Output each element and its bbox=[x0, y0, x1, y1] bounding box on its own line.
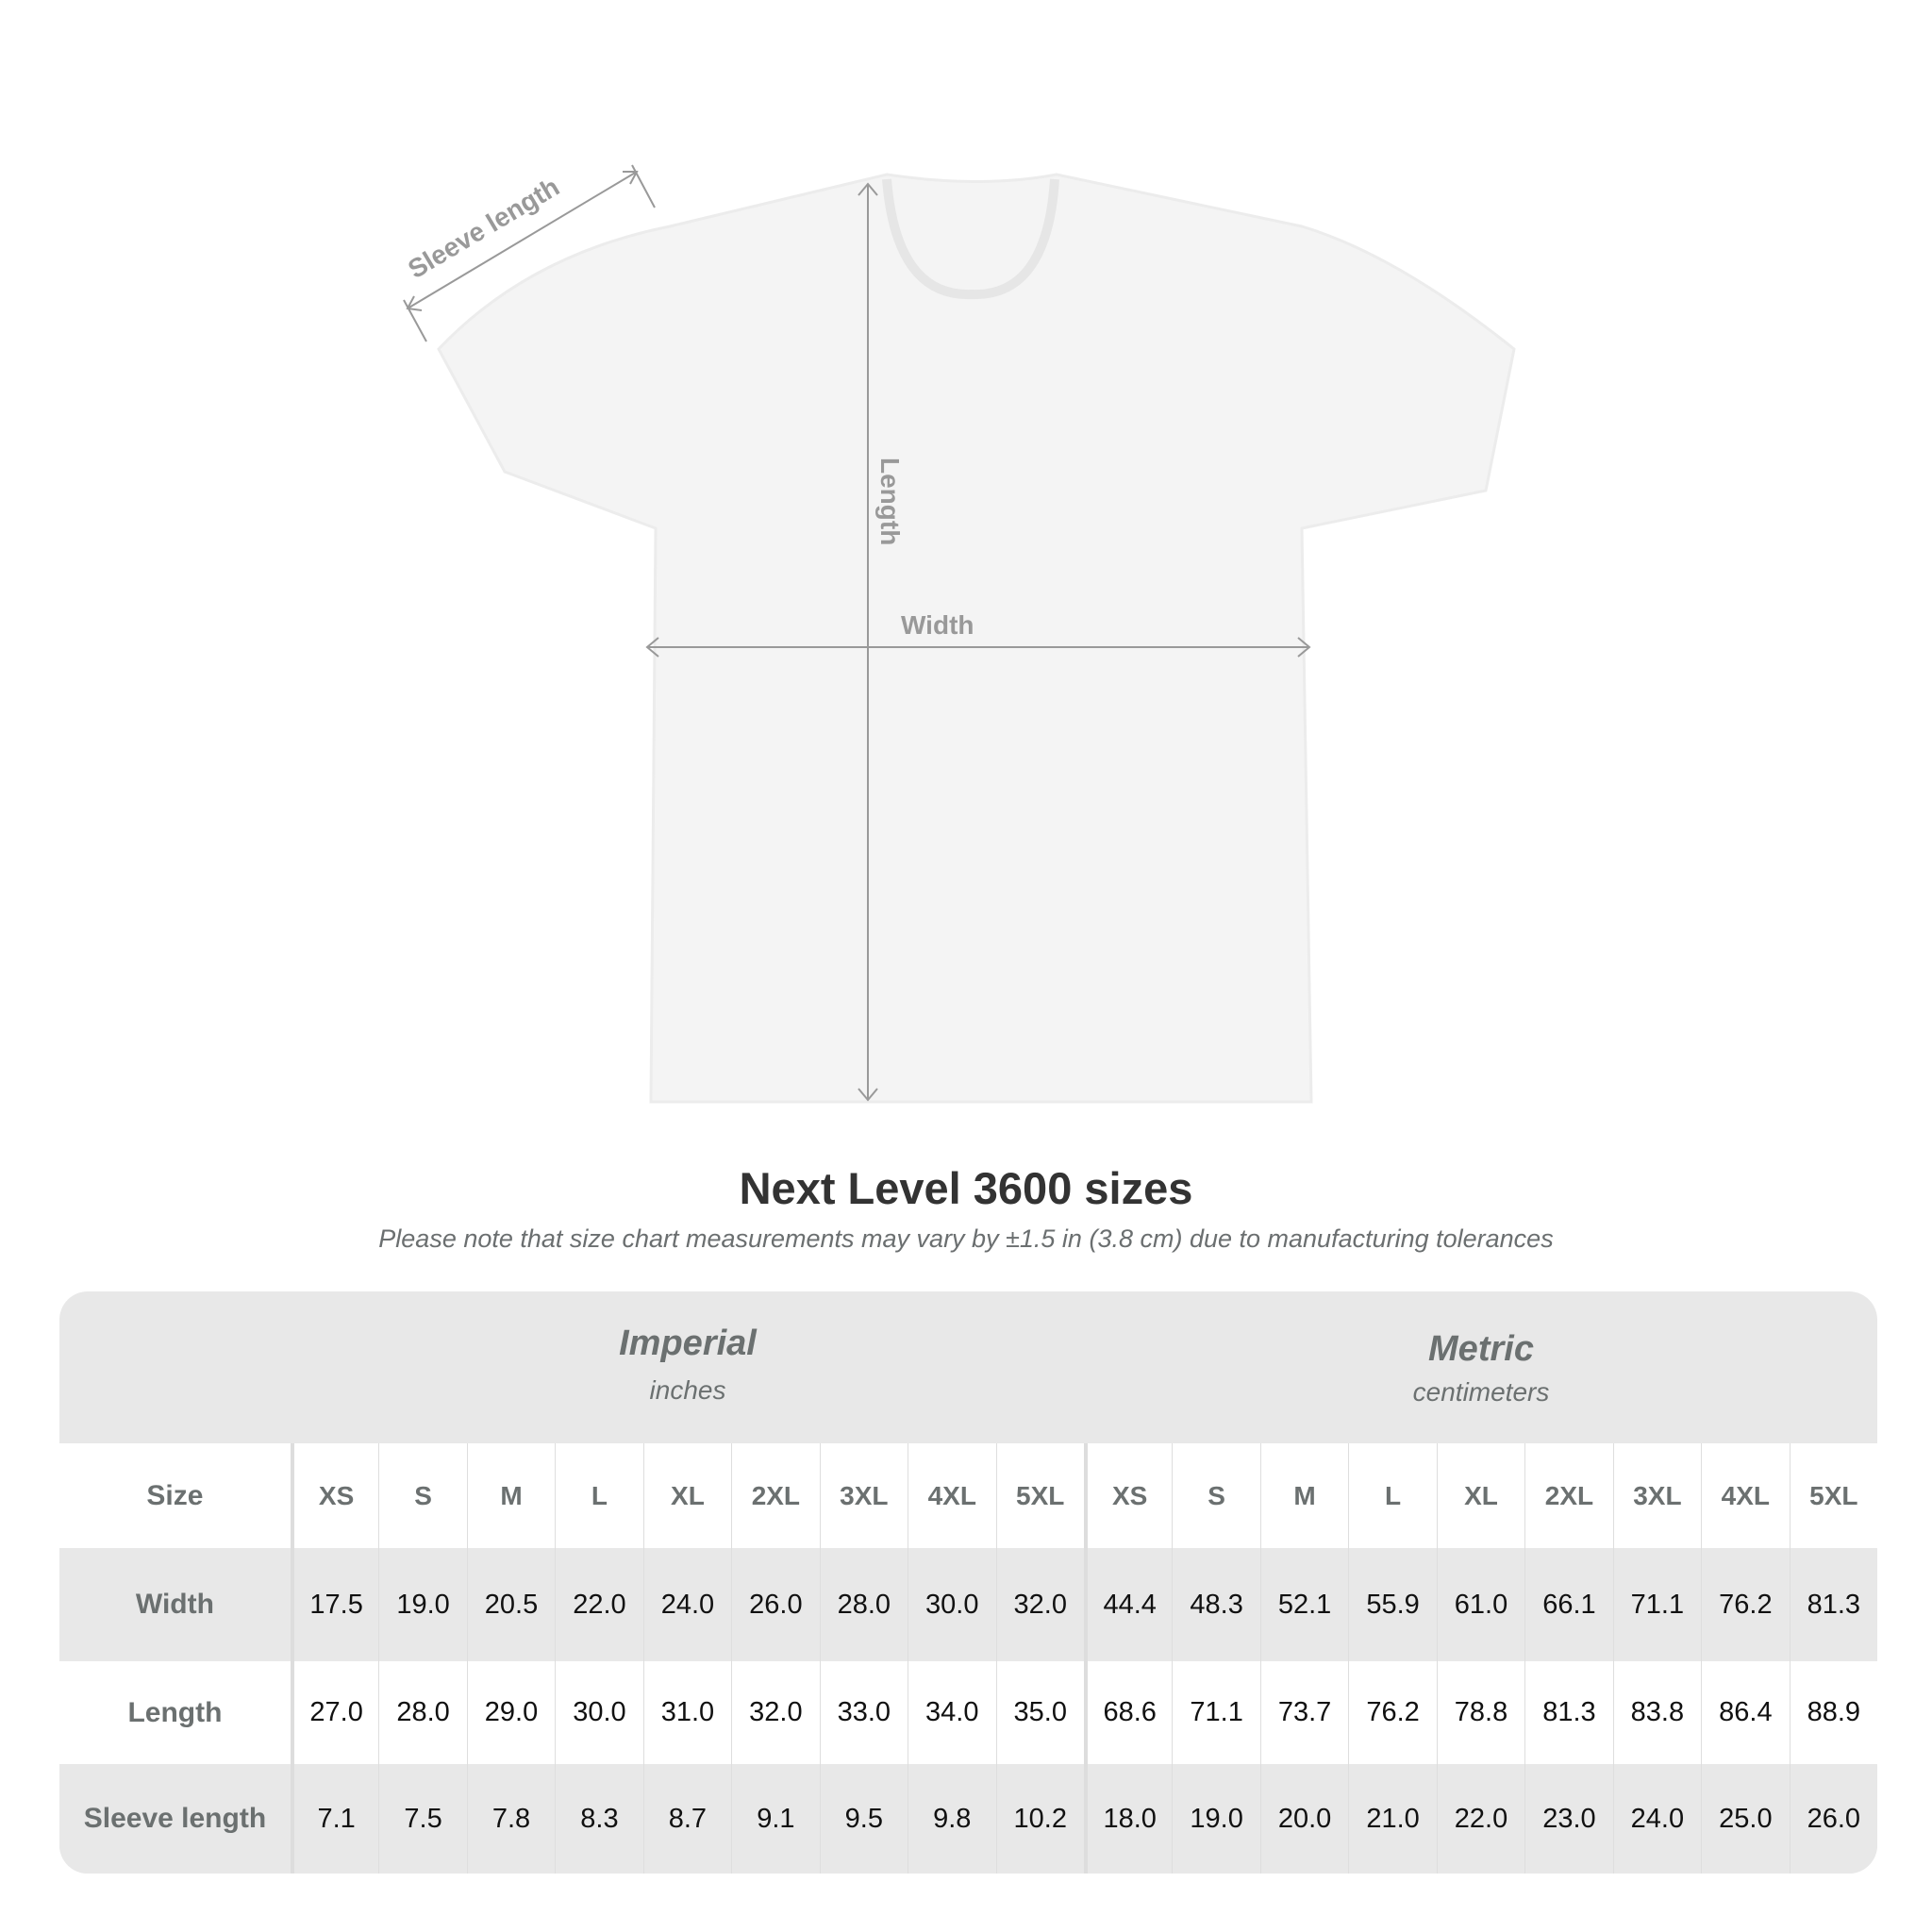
table-cell: 71.1 bbox=[1612, 1548, 1701, 1661]
metric-header: Metric centimeters bbox=[1085, 1291, 1877, 1443]
table-cell: 19.0 bbox=[1172, 1764, 1259, 1874]
metric-unit: centimeters bbox=[1412, 1377, 1550, 1407]
table-cell: 10.2 bbox=[995, 1764, 1084, 1874]
table-cell: 7.8 bbox=[466, 1764, 555, 1874]
table-cell: 18.0 bbox=[1083, 1764, 1172, 1874]
table-cell: 22.0 bbox=[1436, 1764, 1524, 1874]
width-label: Width bbox=[901, 610, 974, 640]
table-cell: 35.0 bbox=[995, 1661, 1084, 1764]
sleeve-label: Sleeve length bbox=[403, 172, 564, 284]
imperial-header: Imperial inches bbox=[291, 1291, 1085, 1443]
table-cell: 5XL bbox=[1789, 1443, 1877, 1548]
table-cell: 29.0 bbox=[466, 1661, 555, 1764]
table-cell: 2XL bbox=[731, 1443, 819, 1548]
table-cell: 2XL bbox=[1524, 1443, 1612, 1548]
width-row: Width 17.5 19.0 20.5 22.0 24.0 26.0 28.0 30.0 32.… bbox=[59, 1548, 1877, 1661]
table-cell: 66.1 bbox=[1524, 1548, 1612, 1661]
table-cell: 78.8 bbox=[1436, 1661, 1524, 1764]
table-cell: 30.0 bbox=[555, 1661, 642, 1764]
table-cell: 4XL bbox=[1701, 1443, 1789, 1548]
table-cell: 76.2 bbox=[1701, 1548, 1789, 1661]
tshirt-shape bbox=[437, 173, 1516, 1104]
table-cell: 68.6 bbox=[1083, 1661, 1172, 1764]
table-cell: 8.3 bbox=[555, 1764, 642, 1874]
table-cell: 86.4 bbox=[1701, 1661, 1789, 1764]
table-cell: L bbox=[1348, 1443, 1436, 1548]
table-cell: 48.3 bbox=[1172, 1548, 1259, 1661]
table-cell: 88.9 bbox=[1789, 1661, 1877, 1764]
table-cell: XL bbox=[1436, 1443, 1524, 1548]
table-cell: M bbox=[466, 1443, 555, 1548]
table-cell: 76.2 bbox=[1348, 1661, 1436, 1764]
size-row: Size XS S M L XL 2XL 3XL 4XL 5XL XS S M L XL 2XL 3XL 4XL 5… bbox=[59, 1443, 1877, 1548]
table-cell: 33.0 bbox=[819, 1661, 908, 1764]
imperial-unit: inches bbox=[649, 1375, 726, 1405]
table-cell: 5XL bbox=[995, 1443, 1084, 1548]
table-cell: S bbox=[1172, 1443, 1259, 1548]
table-cell: 30.0 bbox=[908, 1548, 995, 1661]
table-cell: 9.1 bbox=[731, 1764, 819, 1874]
table-cell: S bbox=[378, 1443, 466, 1548]
table-cell: 61.0 bbox=[1436, 1548, 1524, 1661]
table-cell: 73.7 bbox=[1259, 1661, 1348, 1764]
table-cell: 31.0 bbox=[642, 1661, 731, 1764]
table-cell: 81.3 bbox=[1524, 1661, 1612, 1764]
table-cell: 3XL bbox=[1612, 1443, 1701, 1548]
size-table: Imperial inches Metric centimeters Size X… bbox=[59, 1291, 1877, 1874]
row-label: Width bbox=[135, 1589, 214, 1620]
table-cell: 27.0 bbox=[290, 1661, 378, 1764]
length-label: Length bbox=[875, 458, 905, 545]
table-cell: 4XL bbox=[908, 1443, 995, 1548]
table-cell: 8.7 bbox=[642, 1764, 731, 1874]
tshirt-diagram: Sleeve length Length Width bbox=[403, 164, 1516, 1104]
table-cell: M bbox=[1259, 1443, 1348, 1548]
table-cell: 26.0 bbox=[731, 1548, 819, 1661]
table-cell: 32.0 bbox=[731, 1661, 819, 1764]
table-cell: 24.0 bbox=[642, 1548, 731, 1661]
table-cell: 21.0 bbox=[1348, 1764, 1436, 1874]
table-cell: 7.5 bbox=[378, 1764, 466, 1874]
table-cell: 55.9 bbox=[1348, 1548, 1436, 1661]
table-cell: 7.1 bbox=[290, 1764, 378, 1874]
row-label: Size bbox=[146, 1479, 204, 1511]
table-cell: 83.8 bbox=[1612, 1661, 1701, 1764]
metric-title: Metric bbox=[1428, 1329, 1534, 1369]
row-label: Length bbox=[127, 1696, 223, 1728]
table-cell: XL bbox=[642, 1443, 731, 1548]
table-cell: 28.0 bbox=[819, 1548, 908, 1661]
page-title: Next Level 3600 sizes bbox=[739, 1163, 1193, 1213]
length-row: Length 27.0 28.0 29.0 30.0 31.0 32.0 33.0 34.0 35… bbox=[59, 1661, 1877, 1764]
table-cell: 3XL bbox=[819, 1443, 908, 1548]
row-label: Sleeve length bbox=[83, 1803, 267, 1834]
tolerance-note: Please note that size chart measurements… bbox=[378, 1224, 1554, 1253]
table-cell: XS bbox=[1083, 1443, 1172, 1548]
table-cell: 23.0 bbox=[1524, 1764, 1612, 1874]
table-cell: 26.0 bbox=[1789, 1764, 1877, 1874]
table-cell: XS bbox=[290, 1443, 378, 1548]
tshirt-collar bbox=[882, 178, 1059, 300]
table-cell: 28.0 bbox=[378, 1661, 466, 1764]
table-cell: 81.3 bbox=[1789, 1548, 1877, 1661]
table-cell: 22.0 bbox=[555, 1548, 642, 1661]
table-cell: 32.0 bbox=[995, 1548, 1084, 1661]
table-cell: 25.0 bbox=[1701, 1764, 1789, 1874]
table-cell: 9.5 bbox=[819, 1764, 908, 1874]
table-cell: 9.8 bbox=[908, 1764, 995, 1874]
table-cell: 34.0 bbox=[908, 1661, 995, 1764]
table-cell: 19.0 bbox=[378, 1548, 466, 1661]
table-cell: L bbox=[555, 1443, 642, 1548]
sleeve-length-row: Sleeve length 7.1 7.5 7.8 8.3 8.7 9.1 9.5 9.8 10.… bbox=[59, 1764, 1877, 1874]
table-cell: 44.4 bbox=[1083, 1548, 1172, 1661]
table-cell: 20.5 bbox=[466, 1548, 555, 1661]
sleeve-arrow bbox=[407, 171, 638, 309]
imperial-title: Imperial bbox=[619, 1324, 757, 1363]
table-cell: 24.0 bbox=[1612, 1764, 1701, 1874]
table-cell: 17.5 bbox=[290, 1548, 378, 1661]
table-cell: 20.0 bbox=[1259, 1764, 1348, 1874]
table-cell: 52.1 bbox=[1259, 1548, 1348, 1661]
table-cell: 71.1 bbox=[1172, 1661, 1259, 1764]
